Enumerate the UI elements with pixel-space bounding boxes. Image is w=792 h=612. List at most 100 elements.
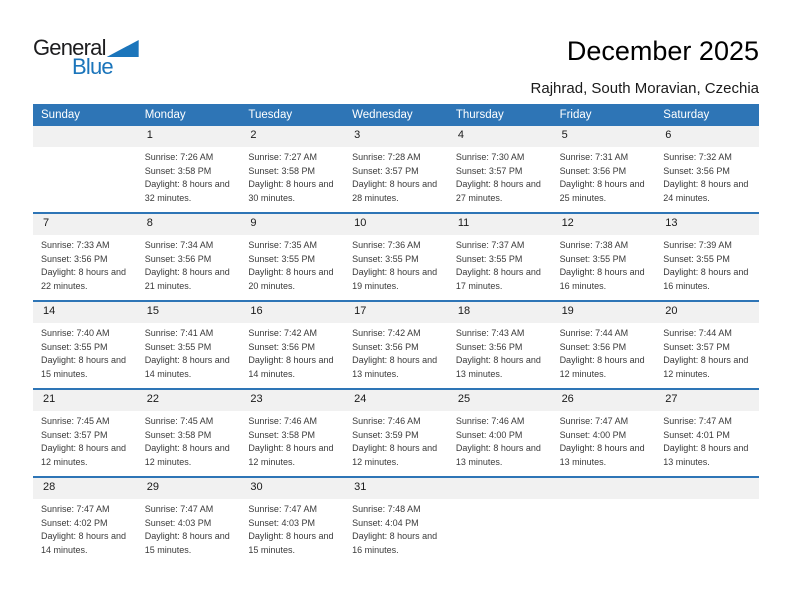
sunset-text: Sunset: 3:56 PM [455,341,523,352]
sunset-text: Sunset: 3:57 PM [663,341,730,352]
day-details: Sunrise: 7:45 AM Sunset: 3:57 PM Daylight:… [33,411,137,476]
day-cell: 5 Sunrise: 7:31 AM Sunset: 3:56 PM Daylight… [551,126,656,212]
day-details: Sunrise: 7:34 AM Sunset: 3:56 PM Daylight:… [137,235,241,300]
daylight-text: Daylight: 8 hours and 13 minutes. [455,355,541,379]
day-details: Sunrise: 7:47 AM Sunset: 4:00 PM Daylight:… [552,411,656,476]
daylight-text: Daylight: 8 hours and 12 minutes. [663,355,749,379]
sunset-text: Sunset: 4:01 PM [663,429,730,440]
day-cell: 13 Sunrise: 7:39 AM Sunset: 3:55 PM Dayligh… [655,214,759,300]
daylight-text: Daylight: 8 hours and 12 minutes. [352,443,438,467]
day-details: Sunrise: 7:39 AM Sunset: 3:55 PM Daylight:… [655,235,759,300]
day-details: Sunrise: 7:41 AM Sunset: 3:55 PM Daylight:… [137,323,241,388]
daylight-text: Daylight: 8 hours and 27 minutes. [455,179,541,203]
sunrise-text: Sunrise: 7:26 AM [144,152,214,162]
sunset-text: Sunset: 3:55 PM [248,253,315,264]
day-details: Sunrise: 7:44 AM Sunset: 3:57 PM Daylight:… [655,323,759,388]
day-cell: 16 Sunrise: 7:42 AM Sunset: 3:56 PM Dayligh… [240,302,345,388]
day-number: 2 [240,126,345,147]
day-number: 3 [344,126,448,147]
day-number: 8 [136,214,241,235]
sunrise-text: Sunrise: 7:45 AM [41,416,110,426]
daylight-text: Daylight: 8 hours and 25 minutes. [559,179,645,203]
empty-day-cell [33,126,137,212]
day-details: Sunrise: 7:48 AM Sunset: 4:04 PM Daylight:… [344,499,448,564]
day-number: 29 [136,478,241,499]
day-details: Sunrise: 7:47 AM Sunset: 4:03 PM Daylight:… [137,499,241,564]
daylight-text: Daylight: 8 hours and 19 minutes. [352,267,438,291]
day-number: 30 [240,478,345,499]
sunrise-text: Sunrise: 7:35 AM [248,240,317,250]
day-number [551,478,656,499]
daylight-text: Daylight: 8 hours and 12 minutes. [559,355,645,379]
day-cell: 6 Sunrise: 7:32 AM Sunset: 3:56 PM Daylight… [655,126,759,212]
day-number: 9 [240,214,345,235]
daylight-text: Daylight: 8 hours and 28 minutes. [352,179,438,203]
logo-word-blue: Blue [72,54,114,79]
sunset-text: Sunset: 4:04 PM [352,517,419,528]
day-number: 16 [240,302,345,323]
day-details: Sunrise: 7:33 AM Sunset: 3:56 PM Daylight:… [33,235,137,300]
sunrise-text: Sunrise: 7:45 AM [144,416,214,426]
day-number: 20 [655,302,759,323]
day-cell: 26 Sunrise: 7:47 AM Sunset: 4:00 PM Dayligh… [551,390,656,476]
day-number: 13 [655,214,759,235]
sunrise-text: Sunrise: 7:48 AM [352,504,421,514]
day-header-friday: Friday [559,109,592,121]
calendar-grid: Sunday Monday Tuesday Wednesday Thursday… [33,104,759,564]
sunset-text: Sunset: 3:56 PM [559,165,627,176]
sunrise-text: Sunrise: 7:42 AM [248,328,317,338]
daylight-text: Daylight: 8 hours and 13 minutes. [352,355,438,379]
daylight-text: Daylight: 8 hours and 15 minutes. [41,355,127,379]
day-details [448,499,552,564]
day-cell: 24 Sunrise: 7:46 AM Sunset: 3:59 PM Dayligh… [344,390,448,476]
day-number [655,478,759,499]
day-details: Sunrise: 7:46 AM Sunset: 4:00 PM Daylight:… [448,411,552,476]
day-cell: 15 Sunrise: 7:41 AM Sunset: 3:55 PM Dayligh… [136,302,241,388]
day-details: Sunrise: 7:28 AM Sunset: 3:57 PM Daylight:… [344,147,448,212]
day-details: Sunrise: 7:26 AM Sunset: 3:58 PM Daylight:… [137,147,241,212]
sunset-text: Sunset: 4:02 PM [41,517,108,528]
day-number: 28 [33,478,137,499]
day-cell: 10 Sunrise: 7:36 AM Sunset: 3:55 PM Dayligh… [344,214,448,300]
sunrise-text: Sunrise: 7:39 AM [663,240,732,250]
day-number: 22 [136,390,241,411]
day-number: 15 [136,302,241,323]
sunrise-text: Sunrise: 7:30 AM [455,152,525,162]
logo-line1: General [33,37,139,59]
sunset-text: Sunset: 3:55 PM [559,253,627,264]
sunset-text: Sunset: 4:00 PM [559,429,627,440]
day-details: Sunrise: 7:46 AM Sunset: 3:59 PM Daylight:… [344,411,448,476]
sunrise-text: Sunrise: 7:42 AM [352,328,421,338]
day-number: 24 [344,390,448,411]
sunset-text: Sunset: 3:57 PM [352,165,419,176]
empty-day-cell [447,478,552,564]
sunrise-text: Sunrise: 7:33 AM [41,240,110,250]
sunset-text: Sunset: 3:58 PM [248,165,315,176]
sunset-text: Sunset: 3:55 PM [352,253,419,264]
daylight-text: Daylight: 8 hours and 22 minutes. [41,267,127,291]
sunset-text: Sunset: 4:00 PM [455,429,523,440]
daylight-text: Daylight: 8 hours and 24 minutes. [663,179,749,203]
daylight-text: Daylight: 8 hours and 20 minutes. [248,267,334,291]
daylight-text: Daylight: 8 hours and 16 minutes. [559,267,645,291]
logo-triangle-icon [106,40,139,57]
day-details: Sunrise: 7:47 AM Sunset: 4:03 PM Daylight:… [240,499,344,564]
day-cell: 19 Sunrise: 7:44 AM Sunset: 3:56 PM Dayligh… [551,302,656,388]
sunset-text: Sunset: 3:59 PM [352,429,419,440]
general-blue-logo: General Blue [33,37,139,79]
sunrise-text: Sunrise: 7:32 AM [663,152,732,162]
day-number: 17 [344,302,448,323]
day-cell: 17 Sunrise: 7:42 AM Sunset: 3:56 PM Dayligh… [344,302,448,388]
sunset-text: Sunset: 3:56 PM [559,341,627,352]
day-number: 11 [447,214,552,235]
day-details: Sunrise: 7:32 AM Sunset: 3:56 PM Daylight:… [655,147,759,212]
sunrise-text: Sunrise: 7:34 AM [144,240,214,250]
day-details: Sunrise: 7:45 AM Sunset: 3:58 PM Daylight:… [137,411,241,476]
week-row: 21 Sunrise: 7:45 AM Sunset: 3:57 PM Dayligh… [33,388,759,476]
sunrise-text: Sunrise: 7:46 AM [352,416,421,426]
sunrise-text: Sunrise: 7:44 AM [559,328,629,338]
sunset-text: Sunset: 3:55 PM [663,253,730,264]
day-details: Sunrise: 7:47 AM Sunset: 4:02 PM Daylight:… [33,499,137,564]
day-cell: 11 Sunrise: 7:37 AM Sunset: 3:55 PM Dayligh… [447,214,552,300]
